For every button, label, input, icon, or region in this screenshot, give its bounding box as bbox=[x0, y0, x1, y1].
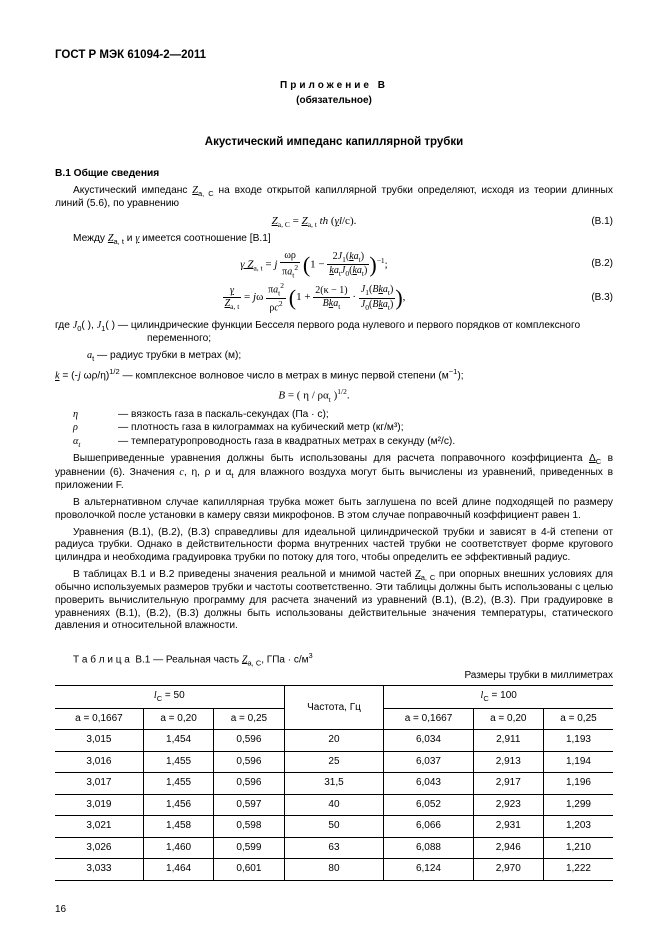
table-cell: 6,088 bbox=[384, 837, 473, 859]
table-cell: 1,194 bbox=[543, 751, 613, 773]
table-cell: 1,460 bbox=[143, 837, 213, 859]
table-cell: 6,043 bbox=[384, 773, 473, 795]
table-cell: 1,203 bbox=[543, 816, 613, 838]
table-cell: 3,016 bbox=[55, 751, 143, 773]
section-heading: B.1 Общие сведения bbox=[55, 168, 613, 181]
table-cell: 6,052 bbox=[384, 794, 473, 816]
table-cell: 2,946 bbox=[473, 837, 543, 859]
table-cell: 0,598 bbox=[214, 816, 284, 838]
page-title: Акустический импеданс капиллярной трубки bbox=[55, 135, 613, 149]
table-cell: 1,456 bbox=[143, 794, 213, 816]
table-cell: 1,222 bbox=[543, 859, 613, 881]
equation-b1: Za, C = Za, t th (γl/c). (B.1) bbox=[55, 215, 613, 230]
col-a5: a = 0,20 bbox=[473, 708, 543, 730]
table-cell: 6,037 bbox=[384, 751, 473, 773]
table-cell: 0,597 bbox=[214, 794, 284, 816]
table-cell: 1,196 bbox=[543, 773, 613, 795]
para-4: В альтернативном случае капиллярная труб… bbox=[55, 497, 613, 523]
table-cell: 1,455 bbox=[143, 773, 213, 795]
annex-label: Приложение В bbox=[55, 80, 613, 93]
table-cell: 0,601 bbox=[214, 859, 284, 881]
table-cell: 2,913 bbox=[473, 751, 543, 773]
table-cell: 1,464 bbox=[143, 859, 213, 881]
table-cell: 1,193 bbox=[543, 730, 613, 752]
para-1: Акустический импеданс Za, C на входе отк… bbox=[55, 185, 613, 211]
def-at: αt— температуропроводность газа в квадра… bbox=[73, 436, 613, 449]
doc-header: ГОСТ Р МЭК 61094-2—2011 bbox=[55, 48, 613, 62]
table-cell: 2,923 bbox=[473, 794, 543, 816]
table-cell: 2,970 bbox=[473, 859, 543, 881]
table-cell: 3,026 bbox=[55, 837, 143, 859]
table-cell: 3,017 bbox=[55, 773, 143, 795]
col-a2: a = 0,20 bbox=[143, 708, 213, 730]
table-cell: 6,124 bbox=[384, 859, 473, 881]
equation-B: B = ( η / ραt )1/2. bbox=[55, 387, 613, 404]
col-a3: a = 0,25 bbox=[214, 708, 284, 730]
table-cell: 25 bbox=[284, 751, 384, 773]
table-cell: 1,299 bbox=[543, 794, 613, 816]
page-number: 16 bbox=[55, 904, 66, 917]
equation-b3: γZa, t = jω πat2ρc2 (1 + 2(κ − 1)Bkat · … bbox=[55, 282, 613, 313]
table-caption: Т а б л и ц а B.1 — Реальная часть Za, C… bbox=[55, 651, 613, 668]
table-cell: 50 bbox=[284, 816, 384, 838]
table-cell: 2,931 bbox=[473, 816, 543, 838]
table-cell: 0,596 bbox=[214, 751, 284, 773]
para-3: Вышеприведенные уравнения должны быть ис… bbox=[55, 453, 613, 493]
para-6: В таблицах B.1 и В.2 приведены значения … bbox=[55, 569, 613, 633]
col-lc100: lC = 100 bbox=[384, 686, 613, 708]
where-at: at — радиус трубки в метрах (м); bbox=[55, 350, 613, 363]
eq-num-b1: (B.1) bbox=[573, 216, 613, 229]
col-a4: a = 0,1667 bbox=[384, 708, 473, 730]
para-2: Между Za, t и γ имеется соотношение [В.1… bbox=[55, 233, 613, 246]
def-rho: ρ— плотность газа в килограммах на кубич… bbox=[73, 422, 613, 435]
table-cell: 3,015 bbox=[55, 730, 143, 752]
table-cell: 1,210 bbox=[543, 837, 613, 859]
table-cell: 6,066 bbox=[384, 816, 473, 838]
data-table: lC = 50 Частота, Гц lC = 100 a = 0,1667 … bbox=[55, 685, 613, 880]
annex-sublabel: (обязательное) bbox=[55, 95, 613, 108]
table-cell: 3,033 bbox=[55, 859, 143, 881]
table-cell: 0,596 bbox=[214, 773, 284, 795]
where-k: k = (-j ωρ/η)1/2 — комплексное волновое … bbox=[55, 367, 613, 383]
eq-num-b2: (B.2) bbox=[573, 258, 613, 271]
table-cell: 1,454 bbox=[143, 730, 213, 752]
table-cell: 3,021 bbox=[55, 816, 143, 838]
where-j: где J0( ), J1( ) — цилиндрические функци… bbox=[55, 320, 613, 346]
equation-b2: γ Za, t = j ωρπat2 (1 − 2J1(kat)katJ0(ka… bbox=[55, 251, 613, 279]
table-units: Размеры трубки в миллиметрах bbox=[55, 670, 613, 683]
table-cell: 63 bbox=[284, 837, 384, 859]
table-cell: 1,458 bbox=[143, 816, 213, 838]
table-cell: 31,5 bbox=[284, 773, 384, 795]
col-freq: Частота, Гц bbox=[284, 686, 384, 730]
para-5: Уравнения (В.1), (В.2), (В.3) справедлив… bbox=[55, 527, 613, 565]
table-cell: 40 bbox=[284, 794, 384, 816]
col-a1: a = 0,1667 bbox=[55, 708, 143, 730]
table-cell: 0,596 bbox=[214, 730, 284, 752]
col-a6: a = 0,25 bbox=[543, 708, 613, 730]
table-cell: 80 bbox=[284, 859, 384, 881]
def-eta: η— вязкость газа в паскаль-секундах (Па … bbox=[73, 409, 613, 422]
col-lc50: lC = 50 bbox=[55, 686, 284, 708]
table-cell: 2,917 bbox=[473, 773, 543, 795]
table-cell: 0,599 bbox=[214, 837, 284, 859]
table-cell: 1,455 bbox=[143, 751, 213, 773]
table-cell: 6,034 bbox=[384, 730, 473, 752]
table-cell: 2,911 bbox=[473, 730, 543, 752]
eq-num-b3: (B.3) bbox=[573, 292, 613, 305]
table-cell: 20 bbox=[284, 730, 384, 752]
table-cell: 3,019 bbox=[55, 794, 143, 816]
